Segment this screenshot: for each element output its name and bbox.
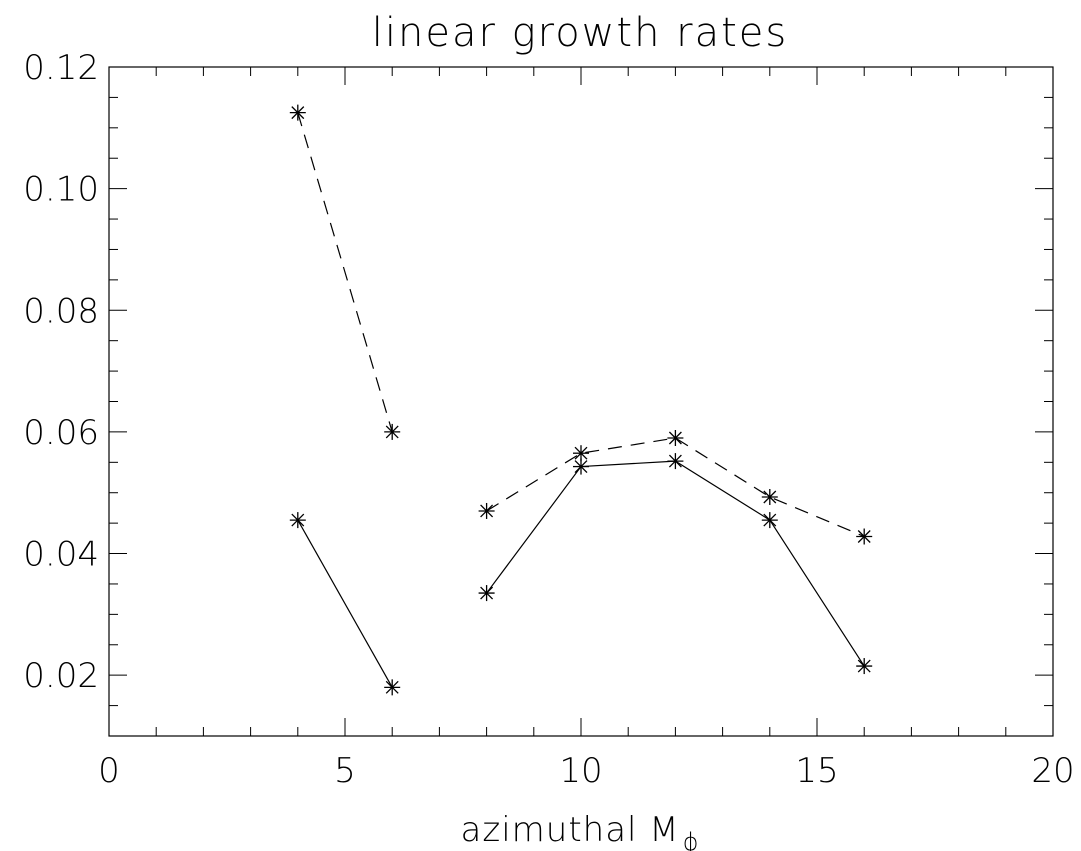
y-tick-label: 0.06 [23, 413, 99, 453]
marker-stroke [385, 680, 399, 694]
data-point [478, 585, 495, 602]
marker-stroke [480, 504, 494, 518]
marker-stroke [857, 659, 871, 673]
marker-stroke [291, 106, 305, 120]
x-tick-label: 15 [795, 751, 838, 791]
marker-stroke [574, 460, 588, 474]
marker-stroke [385, 425, 399, 439]
plot-frame [108, 66, 1054, 737]
marker-stroke [857, 530, 871, 543]
x-axis-label-subscript: ϕ [683, 828, 700, 851]
data-point [667, 453, 684, 470]
x-tick-label: 10 [559, 751, 602, 791]
data-point [667, 429, 684, 446]
y-tick-label: 0.12 [23, 48, 99, 88]
plot-area [289, 104, 873, 696]
x-axis-label-main: azimuthal M [461, 810, 680, 850]
marker-stroke [574, 446, 588, 460]
data-point [573, 445, 589, 462]
chart-title: linear growth rates [372, 10, 788, 56]
data-point [761, 512, 778, 529]
y-tick-label: 0.08 [23, 291, 99, 331]
x-tick-label: 5 [334, 751, 356, 791]
marker-stroke [480, 586, 494, 600]
marker-stroke [763, 490, 777, 504]
marker-stroke [668, 454, 682, 468]
y-tick-label: 0.10 [23, 170, 99, 210]
data-point [384, 423, 401, 440]
data-point [856, 528, 873, 545]
series-2 [289, 453, 873, 696]
data-point [761, 488, 778, 505]
marker-stroke [291, 513, 305, 527]
data-point [478, 502, 495, 519]
y-tick-label: 0.02 [23, 656, 99, 696]
axes: 0 5 10 15 20 0.02 0.04 0.06 0.08 0.10 0.12 [23, 48, 1074, 791]
marker-stroke [668, 431, 682, 445]
x-tick-label: 0 [98, 751, 120, 791]
data-point [856, 658, 873, 675]
data-point [289, 104, 306, 121]
data-point [384, 679, 401, 696]
x-tick-label: 20 [1031, 751, 1074, 791]
data-point [289, 512, 306, 529]
series-line [486, 437, 865, 538]
series-1 [289, 104, 873, 545]
data-point [573, 458, 589, 475]
series-line [486, 460, 865, 667]
marker-stroke [763, 513, 777, 527]
series-line [297, 519, 393, 688]
y-tick-label: 0.04 [23, 535, 99, 575]
series-line [297, 112, 393, 433]
